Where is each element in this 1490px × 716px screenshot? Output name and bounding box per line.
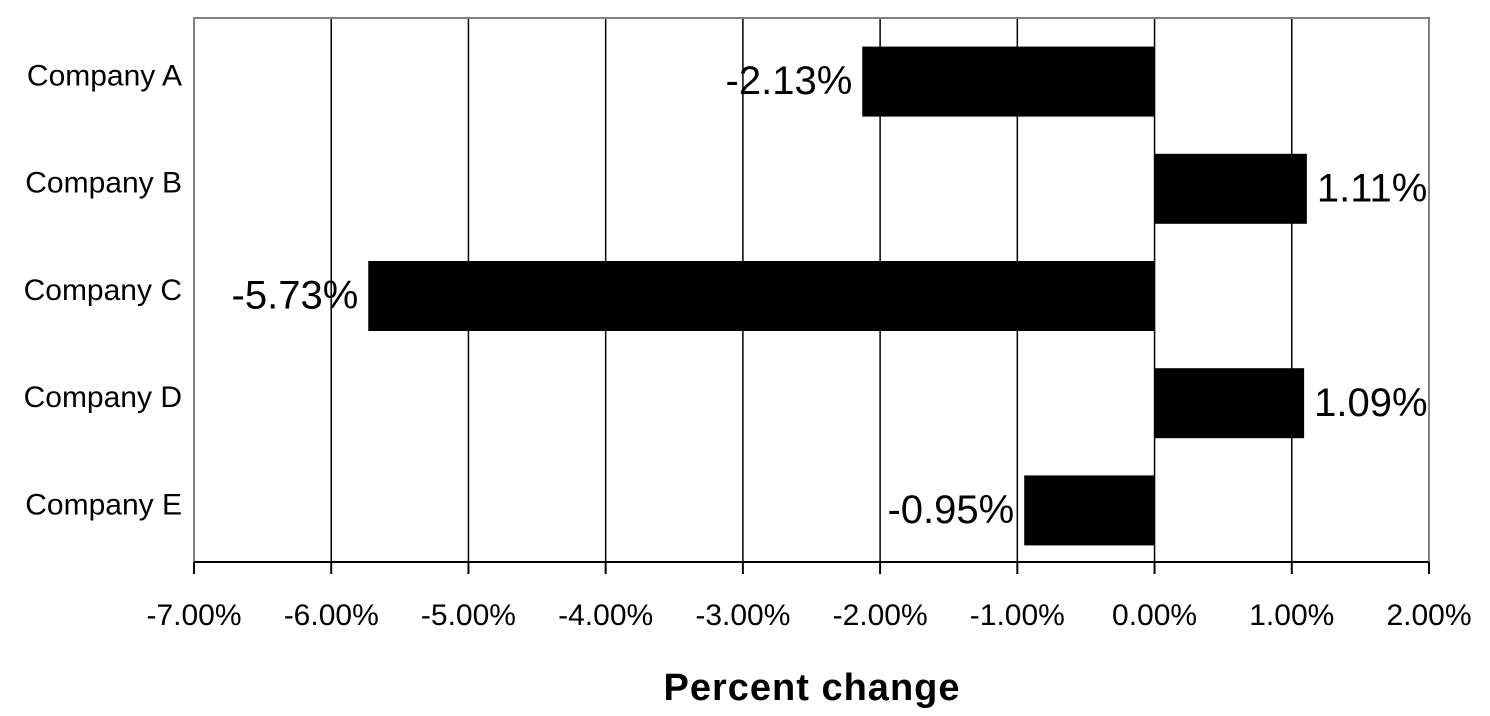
x-tick-label: -3.00%: [695, 599, 790, 632]
data-labels: -2.13% 1.11% -5.73% 1.09% -0.95%: [232, 59, 1428, 532]
x-tick-label: -1.00%: [970, 599, 1065, 632]
x-axis-title: Percent change: [664, 667, 961, 709]
x-tick-label: 0.00%: [1112, 599, 1197, 632]
bar-company-c: [368, 261, 1155, 331]
x-tick-label: 1.00%: [1249, 599, 1334, 632]
category-label: Company D: [24, 381, 182, 414]
data-label: 1.11%: [1317, 166, 1427, 210]
bar-company-a: [862, 46, 1155, 117]
data-label: -0.95%: [887, 488, 1014, 532]
category-label: Company E: [25, 488, 182, 521]
x-tick-label: -6.00%: [284, 599, 379, 632]
bar-company-e: [1024, 475, 1155, 546]
bar-company-d: [1154, 368, 1305, 439]
x-tick-label: -7.00%: [146, 599, 241, 632]
plot-border: [193, 17, 1430, 562]
data-label: 1.09%: [1314, 381, 1427, 425]
plot-frame: [193, 17, 1430, 562]
x-axis-ticks: -7.00% -6.00% -5.00% -4.00% -3.00% -2.00% -1.0…: [146, 561, 1472, 632]
bar-company-b: [1154, 153, 1307, 224]
x-tick-label: -2.00%: [833, 599, 928, 632]
data-label: -2.13%: [726, 59, 853, 103]
category-label: Company C: [24, 274, 182, 307]
category-labels: Company A Company B Company C Company D Comp…: [24, 60, 182, 522]
data-label: -5.73%: [232, 274, 359, 318]
category-label: Company B: [25, 167, 182, 200]
category-label: Company A: [27, 60, 182, 93]
x-tick-label: 2.00%: [1386, 599, 1471, 632]
x-tick-label: -4.00%: [558, 599, 653, 632]
bars: [368, 46, 1307, 546]
x-tick-label: -5.00%: [421, 599, 516, 632]
